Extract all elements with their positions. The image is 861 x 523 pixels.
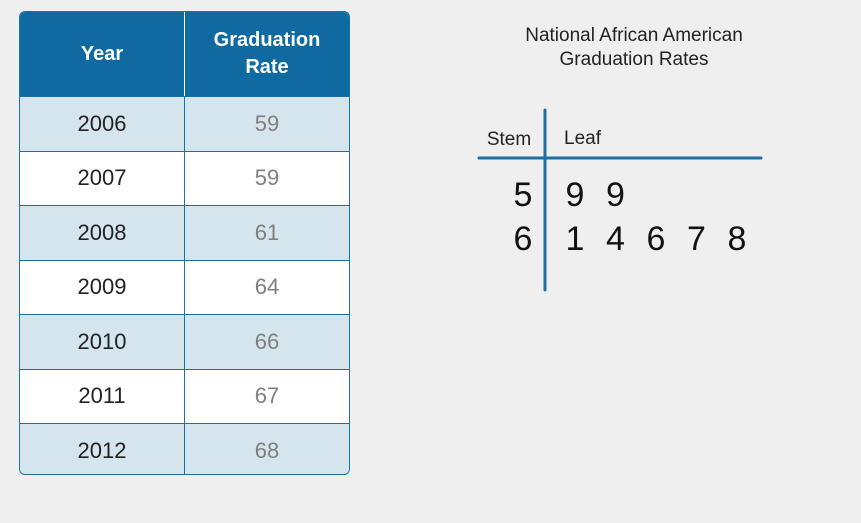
- leaf-header: Leaf: [564, 128, 602, 149]
- year-cell: 2009: [20, 260, 185, 314]
- year-cell: 2012: [20, 424, 185, 474]
- table-row: 2007 59: [20, 150, 349, 205]
- rate-cell: 68: [254, 437, 280, 463]
- table-row: 2010 66: [20, 314, 349, 369]
- year-cell: 2010: [20, 315, 185, 369]
- table-row: 2008 61: [20, 205, 349, 260]
- year-cell: 2011: [20, 369, 185, 423]
- table-body: 2006 59 2007 59 2008 61 2009 64 2010 66 2011 67 2012…: [20, 96, 349, 474]
- rate-cell: 64: [254, 274, 280, 300]
- leaf-value: 9: [566, 176, 585, 214]
- table-row: 2012 68: [20, 423, 349, 474]
- graduation-rate-table: Year Graduation Rate 2006 59 2007 59 2008 61 2…: [19, 11, 350, 475]
- table-row: 2011 67: [20, 368, 349, 423]
- leaf-value: 8: [728, 220, 747, 258]
- leaf-value: 9: [606, 176, 625, 214]
- stem-header: Stem: [487, 129, 531, 150]
- table-header: Year Graduation Rate: [20, 12, 349, 96]
- rate-cell: 66: [254, 328, 280, 354]
- stem-value: 5: [514, 176, 533, 214]
- year-cell: 2006: [20, 97, 185, 151]
- year-column-header: Year: [20, 12, 185, 96]
- leaf-value: 4: [606, 220, 625, 258]
- rate-cell: 61: [254, 219, 280, 245]
- rate-cell: 59: [254, 165, 280, 191]
- table-row: 2009 64: [20, 259, 349, 314]
- year-cell: 2008: [20, 206, 185, 260]
- stem-leaf-title: National African American Graduation Rat…: [525, 25, 743, 70]
- leaf-value: 1: [566, 220, 585, 258]
- year-cell: 2007: [20, 151, 185, 205]
- stem-value: 6: [514, 220, 533, 258]
- leaf-value: 6: [647, 220, 666, 258]
- rate-cell: 67: [254, 383, 280, 409]
- rate-cell: 59: [254, 110, 280, 136]
- rate-column-header: Graduation Rate: [213, 29, 321, 78]
- leaf-value: 7: [687, 220, 706, 258]
- table-row: 2006 59: [20, 96, 349, 151]
